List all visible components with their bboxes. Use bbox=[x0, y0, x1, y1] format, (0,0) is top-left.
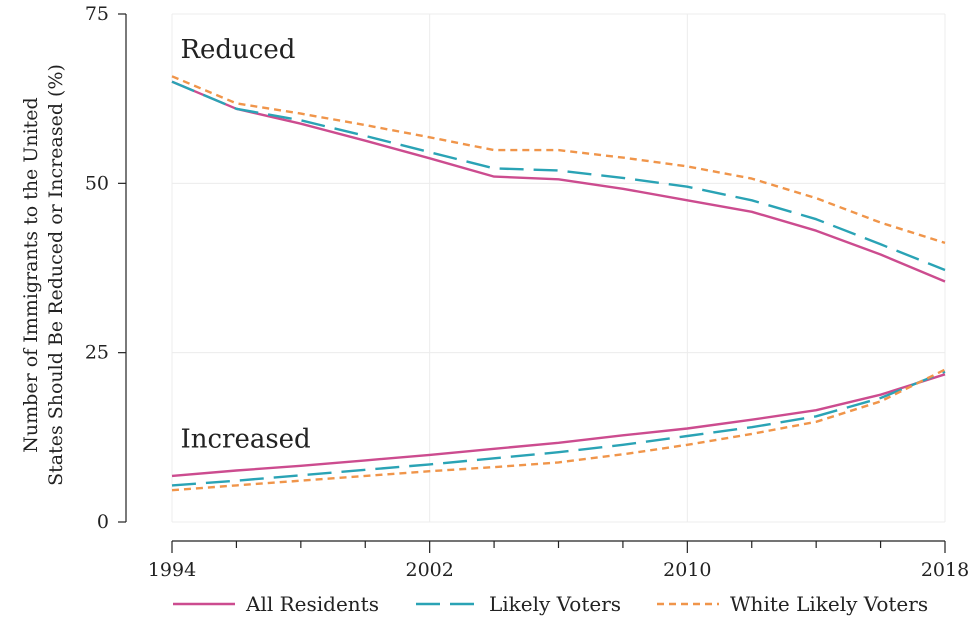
y-tick-label: 50 bbox=[85, 172, 109, 194]
y-tick-label: 75 bbox=[85, 3, 109, 25]
y-axis-title-line: Number of Immigrants to the United bbox=[20, 97, 42, 452]
series-layer bbox=[171, 75, 946, 492]
series-line-likely-voters-increased bbox=[171, 370, 946, 487]
y-axis-title-text: Number of Immigrants to the United States… bbox=[20, 64, 67, 486]
grid-layer bbox=[171, 13, 946, 523]
series-line-likely-voters-reduced bbox=[171, 80, 946, 272]
axes-layer: 0 25 50 75 1994 2002 2010 2018 bbox=[85, 3, 969, 581]
y-axis-title: Number of Immigrants to the United States… bbox=[20, 64, 67, 486]
series-line-all-residents-increased bbox=[171, 373, 946, 478]
y-tick-label: 25 bbox=[85, 342, 109, 364]
series-line-white-likely-voters-reduced bbox=[171, 75, 946, 245]
legend-label: White Likely Voters bbox=[730, 592, 928, 616]
legend-label: Likely Voters bbox=[489, 592, 621, 616]
series-line-white-likely-voters-increased bbox=[171, 368, 946, 492]
x-tick-label: 2018 bbox=[921, 559, 969, 581]
legend-label: All Residents bbox=[245, 592, 379, 616]
series-line-all-residents-reduced bbox=[171, 80, 946, 283]
x-tick-label: 2002 bbox=[405, 559, 453, 581]
y-axis-title-line: States Should Be Reduced or Increased (%… bbox=[45, 64, 67, 486]
legend: All Residents Likely Voters White Likely V… bbox=[173, 592, 928, 616]
y-tick-label: 0 bbox=[97, 511, 109, 533]
x-tick-label: 2010 bbox=[663, 559, 711, 581]
annotation-reduced: Reduced bbox=[180, 35, 295, 65]
annotation-increased: Increased bbox=[180, 424, 310, 454]
annotation-layer: Reduced Increased bbox=[180, 35, 310, 454]
x-tick-label: 1994 bbox=[148, 559, 196, 581]
